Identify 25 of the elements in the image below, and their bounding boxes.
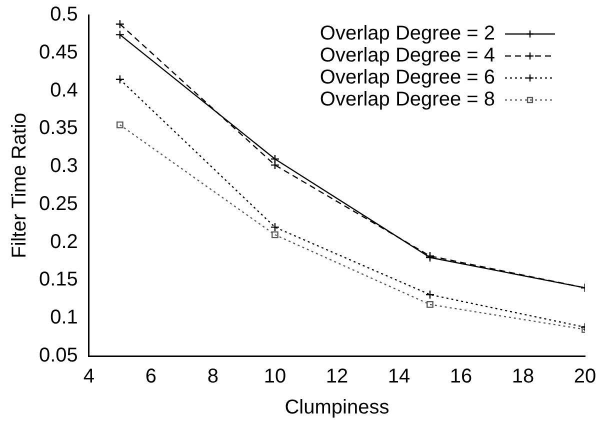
y-tick-label: 0.25 <box>38 192 78 215</box>
y-tick-label: 0.1 <box>50 306 78 329</box>
x-tick-label: 14 <box>388 366 410 388</box>
x-tick-label: 8 <box>207 366 219 388</box>
y-tick-label: 0.5 <box>50 4 78 26</box>
y-tick-label: 0.35 <box>38 117 78 140</box>
y-axis-title: Filter Time Ratio <box>8 112 31 258</box>
legend-label: Overlap Degree = 8 <box>320 88 495 111</box>
x-tick-label: 12 <box>326 366 348 388</box>
x-tick-label: 20 <box>574 366 596 388</box>
y-tick-label: 0.45 <box>38 41 78 64</box>
x-axis-title: Clumpiness <box>284 396 390 419</box>
y-tick-label: 0.4 <box>50 79 78 102</box>
legend-label: Overlap Degree = 4 <box>320 44 495 67</box>
y-tick-label: 0.15 <box>38 268 78 291</box>
y-tick-label: 0.2 <box>50 230 78 253</box>
x-tick-label: 18 <box>512 366 534 388</box>
x-tick-label: 16 <box>450 366 472 388</box>
x-tick-label: 6 <box>145 366 156 388</box>
legend-label: Overlap Degree = 6 <box>320 66 495 89</box>
legend-label: Overlap Degree = 2 <box>320 22 495 45</box>
x-tick-label: 10 <box>264 366 286 388</box>
y-tick-label: 0.05 <box>38 344 78 367</box>
y-tick-label: 0.3 <box>50 155 78 178</box>
x-tick-label: 4 <box>83 366 94 388</box>
